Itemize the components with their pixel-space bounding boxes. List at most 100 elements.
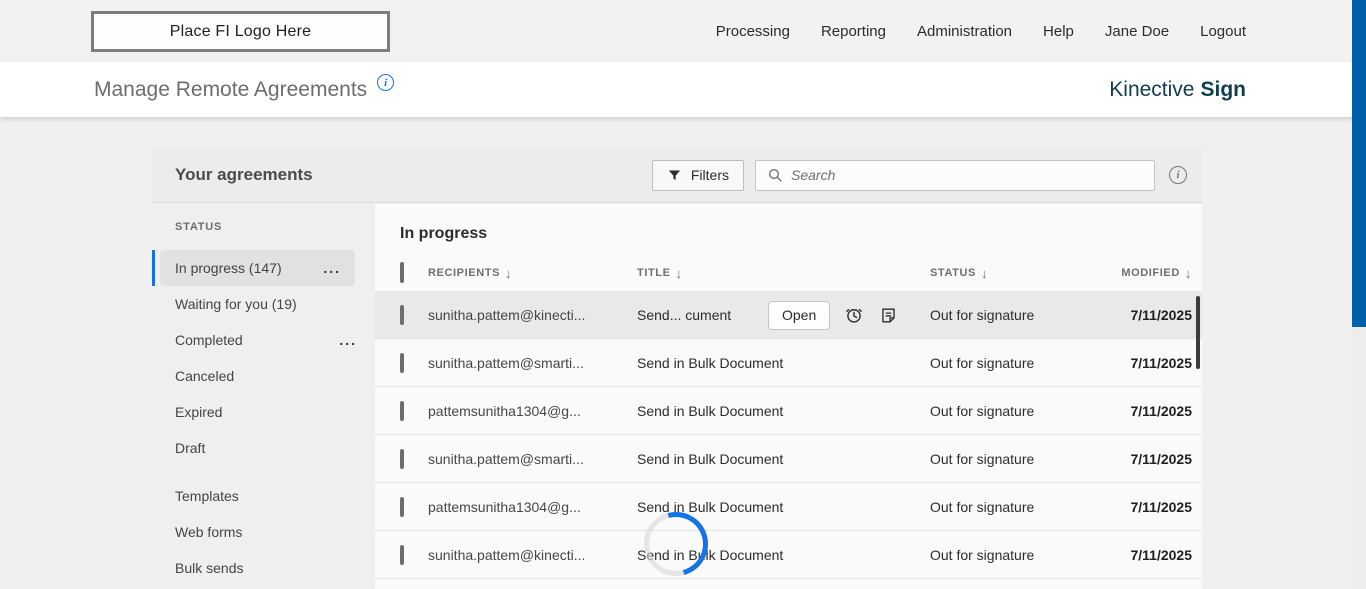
sidebar-item-bulk-sends[interactable]: Bulk sends (152, 550, 375, 586)
nav-item-help[interactable]: Help (1043, 22, 1074, 40)
row-title: Send in Bulk Document (637, 498, 784, 515)
sidebar-item-in-progress-147[interactable]: In progress (147)... (152, 250, 355, 286)
row-checkbox[interactable] (400, 304, 404, 325)
row-checkbox[interactable] (400, 352, 404, 373)
sidebar-item-templates[interactable]: Templates (152, 478, 375, 514)
row-checkbox-cell (375, 400, 428, 421)
column-header-label: STATUS (930, 267, 976, 279)
nav-item-processing[interactable]: Processing (715, 22, 790, 40)
page-title-info-icon[interactable]: i (377, 74, 395, 91)
sidebar-item-label: Expired (175, 404, 223, 420)
sidebar-item-completed[interactable]: Completed... (152, 322, 375, 358)
extra-filter-list: Templates Web forms Bulk sends (152, 478, 375, 586)
row-modified-date: 7/11/2025 (1130, 498, 1192, 515)
page-scrollbar-thumb[interactable] (1352, 0, 1366, 327)
row-recipient: sunitha.pattem@smarti... (428, 450, 584, 467)
row-checkbox-cell (375, 448, 428, 469)
table-row[interactable]: sunitha.pattem@kinecti... Send... cument O… (375, 291, 1202, 339)
row-checkbox[interactable] (400, 496, 404, 517)
filter-funnel-icon (667, 167, 683, 183)
open-button[interactable]: Open (768, 300, 831, 330)
sidebar-item-expired[interactable]: Expired (152, 394, 375, 430)
notes-document-icon[interactable] (878, 305, 898, 325)
page-title: Manage Remote Agreements (94, 77, 368, 101)
row-title: Send in Bulk Document (637, 354, 784, 371)
sidebar-item-label: Bulk sends (175, 560, 244, 576)
row-title: Send... cument (637, 306, 732, 323)
search-box[interactable] (755, 159, 1155, 191)
search-input[interactable] (791, 167, 1144, 183)
sidebar-item-label: Canceled (175, 368, 235, 384)
sort-descending-icon[interactable]: ↓ (675, 265, 683, 281)
table-row[interactable]: sunitha.pattem@smarti... Send in Bulk Doc… (375, 435, 1202, 483)
more-options-button[interactable]: ... (323, 260, 341, 276)
agreements-toolbar: Your agreements Filters i (152, 148, 1202, 203)
row-checkbox-cell (375, 496, 428, 517)
sidebar-item-web-forms[interactable]: Web forms (152, 514, 375, 550)
row-modified-date: 7/11/2025 (1130, 546, 1192, 563)
row-checkbox-cell (375, 304, 428, 325)
row-status: Out for signature (930, 498, 1035, 515)
sidebar-item-label: Draft (175, 440, 206, 456)
row-modified-date: 7/11/2025 (1130, 306, 1192, 323)
loading-spinner (632, 500, 720, 588)
row-status: Out for signature (930, 354, 1035, 371)
status-section-label: STATUS (175, 221, 223, 233)
sidebar-item-label: In progress (147) (175, 260, 282, 276)
table-header-row: RECIPIENTS ↓ TITLE ↓ STATUS ↓ MODIFIED ↓ (375, 255, 1202, 291)
table-row[interactable]: sunitha.pattem@smarti... Send in Bulk Doc… (375, 339, 1202, 387)
search-icon (766, 167, 783, 184)
toolbar-info-icon[interactable]: i (1169, 166, 1187, 184)
spinner-track (644, 512, 708, 576)
status-sidebar: STATUS In progress (147)... Waiting for y… (152, 204, 375, 589)
column-header-label: TITLE (637, 267, 671, 279)
row-checkbox[interactable] (400, 448, 404, 469)
agreements-table-area: In progress RECIPIENTS ↓ TITLE ↓ STATUS ↓ MODI… (375, 204, 1202, 589)
column-header-title[interactable]: TITLE ↓ (637, 266, 930, 281)
column-header-status[interactable]: STATUS ↓ (930, 266, 1100, 281)
page-header-band: Manage Remote Agreements i Kinective Sig… (0, 62, 1366, 117)
row-recipient: sunitha.pattem@kinecti... (428, 306, 586, 323)
column-status: STATUS ↓ (930, 266, 1100, 281)
row-title: Send in Bulk Document (637, 450, 784, 467)
sidebar-item-draft[interactable]: Draft (152, 430, 375, 466)
reminder-alarm-icon[interactable] (844, 305, 864, 325)
brand-logo: Kinective Sign (1109, 62, 1246, 117)
sidebar-item-waiting-for-you-19[interactable]: Waiting for you (19) (152, 286, 375, 322)
column-header-label: MODIFIED (1121, 267, 1180, 279)
sort-descending-icon[interactable]: ↓ (1184, 265, 1192, 281)
brand-product: Sign (1200, 77, 1247, 101)
nav-item-jane-doe[interactable]: Jane Doe (1104, 22, 1170, 40)
more-options-button[interactable]: ... (339, 332, 357, 348)
sort-descending-icon[interactable]: ↓ (980, 265, 989, 281)
column-header-recipients[interactable]: RECIPIENTS ↓ (428, 266, 637, 281)
agreements-title: Your agreements (175, 165, 313, 184)
row-recipient: pattemsunitha1304@g... (428, 402, 581, 419)
row-checkbox[interactable] (400, 544, 404, 565)
sidebar-item-canceled[interactable]: Canceled (152, 358, 375, 394)
select-all-checkbox[interactable] (400, 262, 404, 283)
row-status: Out for signature (930, 450, 1035, 467)
filters-button[interactable]: Filters (651, 159, 744, 191)
status-filter-list: In progress (147)... Waiting for you (19)… (152, 250, 375, 466)
sort-descending-icon[interactable]: ↓ (505, 265, 513, 281)
table-row[interactable]: pattemsunitha1304@g... Send in Bulk Docum… (375, 387, 1202, 435)
nav-item-reporting[interactable]: Reporting (820, 22, 886, 40)
column-header-modified[interactable]: MODIFIED ↓ (1121, 266, 1192, 281)
agreements-panel: Your agreements Filters i STATUS In (152, 148, 1202, 589)
column-header-label: RECIPIENTS (428, 267, 501, 279)
nav-item-logout[interactable]: Logout (1200, 22, 1246, 40)
table-scrollbar-thumb[interactable] (1196, 296, 1200, 369)
row-checkbox[interactable] (400, 400, 404, 421)
sidebar-item-label: Web forms (175, 524, 243, 540)
column-recipients: RECIPIENTS ↓ (428, 266, 637, 281)
row-status: Out for signature (930, 306, 1035, 323)
table-row[interactable]: pattemsunitha1304@g... Send in Bulk Docum… (375, 483, 1202, 531)
nav-item-administration[interactable]: Administration (916, 22, 1013, 40)
row-modified-date: 7/11/2025 (1130, 402, 1192, 419)
table-row[interactable]: sunitha.pattem@kinecti... Send in Bulk Do… (375, 531, 1202, 579)
table-section-title: In progress (400, 225, 488, 242)
brand-name: Kinective (1109, 77, 1195, 101)
fi-logo-placeholder: Place FI Logo Here (91, 11, 390, 52)
row-recipient: sunitha.pattem@kinecti... (428, 546, 586, 563)
